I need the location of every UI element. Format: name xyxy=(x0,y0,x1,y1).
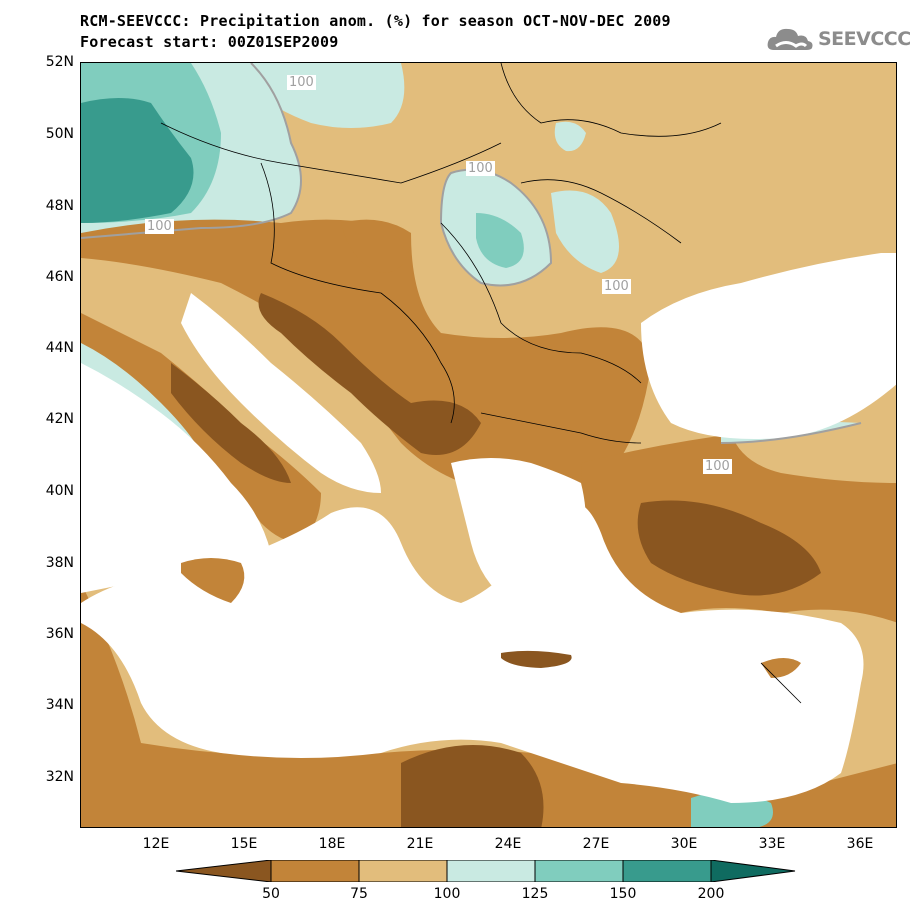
contour-label: 100 xyxy=(145,219,174,234)
carpathian-wet-zone-125-150 xyxy=(476,213,524,268)
contour-label: 100 xyxy=(287,75,316,90)
aegean-sea xyxy=(451,458,586,603)
central-dry-zone-50-75 xyxy=(81,219,651,497)
lat-label-34n: 34N xyxy=(45,697,74,713)
lat-label-48n: 48N xyxy=(45,198,74,214)
hungary-dry-zone xyxy=(341,219,411,273)
contour-label: 100 xyxy=(466,161,495,176)
lat-label-38n: 38N xyxy=(45,555,74,571)
sicily xyxy=(181,558,245,603)
tyrrhenian-sea xyxy=(81,363,271,593)
italy-dry-core xyxy=(171,363,291,483)
colorbar-label-150: 150 xyxy=(609,886,637,902)
contour-100-carpathian xyxy=(439,168,553,287)
lon-label-21e: 21E xyxy=(406,836,434,852)
title-line-2: Forecast start: 00Z01SEP2009 xyxy=(80,33,339,51)
lon-label-33e: 33E xyxy=(758,836,786,852)
libya-dry-core xyxy=(401,745,544,827)
black-sea xyxy=(641,253,896,439)
colorbar-label-200: 200 xyxy=(697,886,725,902)
north-africa-50-75 xyxy=(81,583,896,827)
contour-label: 100 xyxy=(602,279,631,294)
lat-label-44n: 44N xyxy=(45,340,74,356)
colorbar-swatch-125-150 xyxy=(534,860,624,882)
lon-label-27e: 27E xyxy=(582,836,610,852)
seevccc-logo: SEEVCCC xyxy=(766,24,911,54)
adriatic-sea xyxy=(181,293,381,493)
turkey-dry-core xyxy=(637,500,821,596)
contour-100-black-sea-coast xyxy=(720,422,862,444)
lon-label-24e: 24E xyxy=(494,836,522,852)
colorbar-label-125: 125 xyxy=(521,886,549,902)
precipitation-anomaly-map: 100 100 100 100 100 xyxy=(80,62,897,828)
lon-label-18e: 18E xyxy=(318,836,346,852)
lon-label-30e: 30E xyxy=(670,836,698,852)
moldova-wet-zone xyxy=(551,190,619,273)
lat-label-46n: 46N xyxy=(45,269,74,285)
balkan-dry-zone-lt50 xyxy=(258,293,481,455)
italy-land xyxy=(81,313,321,543)
colorbar-swatch-100-125 xyxy=(446,860,536,882)
colorbar-swatch-50-75 xyxy=(270,860,360,882)
lat-label-52n: 52N xyxy=(45,54,74,70)
lat-label-32n: 32N xyxy=(45,769,74,785)
crete xyxy=(501,650,572,668)
map-canvas xyxy=(81,63,896,827)
contour-label: 100 xyxy=(703,459,732,474)
lat-label-50n: 50N xyxy=(45,126,74,142)
colorbar-label-100: 100 xyxy=(433,886,461,902)
cloud-logo-icon xyxy=(767,28,813,50)
title-line-1: RCM-SEEVCCC: Precipitation anom. (%) for… xyxy=(80,12,671,30)
logo-text: SEEVCCC xyxy=(818,28,911,50)
colorbar-label-50: 50 xyxy=(262,886,280,902)
lon-label-12e: 12E xyxy=(142,836,170,852)
lat-label-36n: 36N xyxy=(45,626,74,642)
colorbar-swatch-75-100 xyxy=(358,860,448,882)
ukraine-wet-zone xyxy=(554,121,586,152)
mediterranean-sea xyxy=(81,501,864,803)
lat-label-40n: 40N xyxy=(45,483,74,499)
lon-label-15e: 15E xyxy=(230,836,258,852)
colorbar-swatch-lt50 xyxy=(176,860,272,882)
nw-wet-zone-150-200 xyxy=(81,98,194,223)
colorbar-swatch-150-200 xyxy=(622,860,712,882)
colorbar-swatch-gt200 xyxy=(710,860,796,882)
colorbar xyxy=(176,860,796,882)
colorbar-label-75: 75 xyxy=(350,886,368,902)
turkey-north-75-100 xyxy=(731,428,896,483)
nw-wet-zone-100-125-north xyxy=(241,63,405,128)
lat-label-42n: 42N xyxy=(45,411,74,427)
country-borders xyxy=(160,63,802,704)
lon-label-36e: 36E xyxy=(846,836,874,852)
